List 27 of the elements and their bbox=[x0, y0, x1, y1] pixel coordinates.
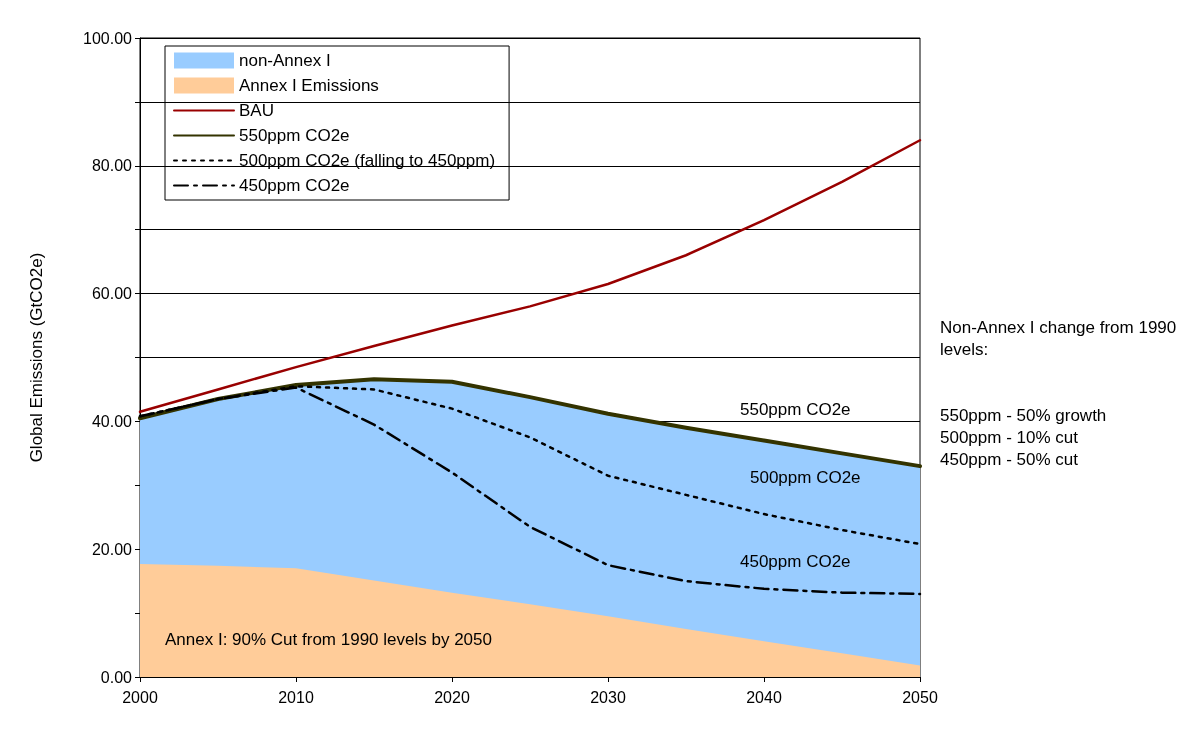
x-tick-label: 2040 bbox=[746, 688, 782, 706]
y-tick-label: 60.00 bbox=[91, 285, 133, 303]
y-tick-label: 0.00 bbox=[100, 668, 133, 686]
text: 450ppm - 50% cut bbox=[940, 449, 1079, 469]
annotation: 550ppm CO2e bbox=[740, 399, 851, 419]
legend-label: 550ppm CO2e bbox=[239, 126, 350, 145]
y-tick-label: 20.00 bbox=[91, 540, 133, 558]
annotation: Annex I: 90% Cut from 1990 levels by 2050 bbox=[165, 629, 492, 649]
x-tick-label: 2000 bbox=[122, 688, 158, 706]
legend-label: Annex I Emissions bbox=[239, 76, 379, 95]
x-tick-label: 2050 bbox=[902, 688, 938, 706]
x-tick-label: 2020 bbox=[434, 688, 470, 706]
text: 550ppm - 50% growth bbox=[940, 405, 1107, 425]
y-tick-label: 80.00 bbox=[91, 157, 133, 175]
y-axis-title: Global Emissions (GtCO2e) bbox=[27, 252, 46, 463]
legend-label: 450ppm CO2e bbox=[239, 176, 350, 195]
y-tick-label: 40.00 bbox=[91, 412, 133, 430]
text: Non-Annex I change from 1990 levels: bbox=[940, 317, 1181, 359]
annotation: 500ppm CO2e bbox=[750, 467, 861, 487]
x-tick-label: 2010 bbox=[278, 688, 314, 706]
text: 500ppm - 10% cut bbox=[940, 427, 1079, 447]
legend-label: non-Annex I bbox=[239, 51, 331, 70]
annotation: 450ppm CO2e bbox=[740, 551, 851, 571]
legend-label: 500ppm CO2e (falling to 450ppm) bbox=[239, 151, 496, 170]
y-tick-label: 100.00 bbox=[83, 29, 133, 47]
legend-label: BAU bbox=[239, 101, 274, 120]
x-tick-label: 2030 bbox=[590, 688, 626, 706]
